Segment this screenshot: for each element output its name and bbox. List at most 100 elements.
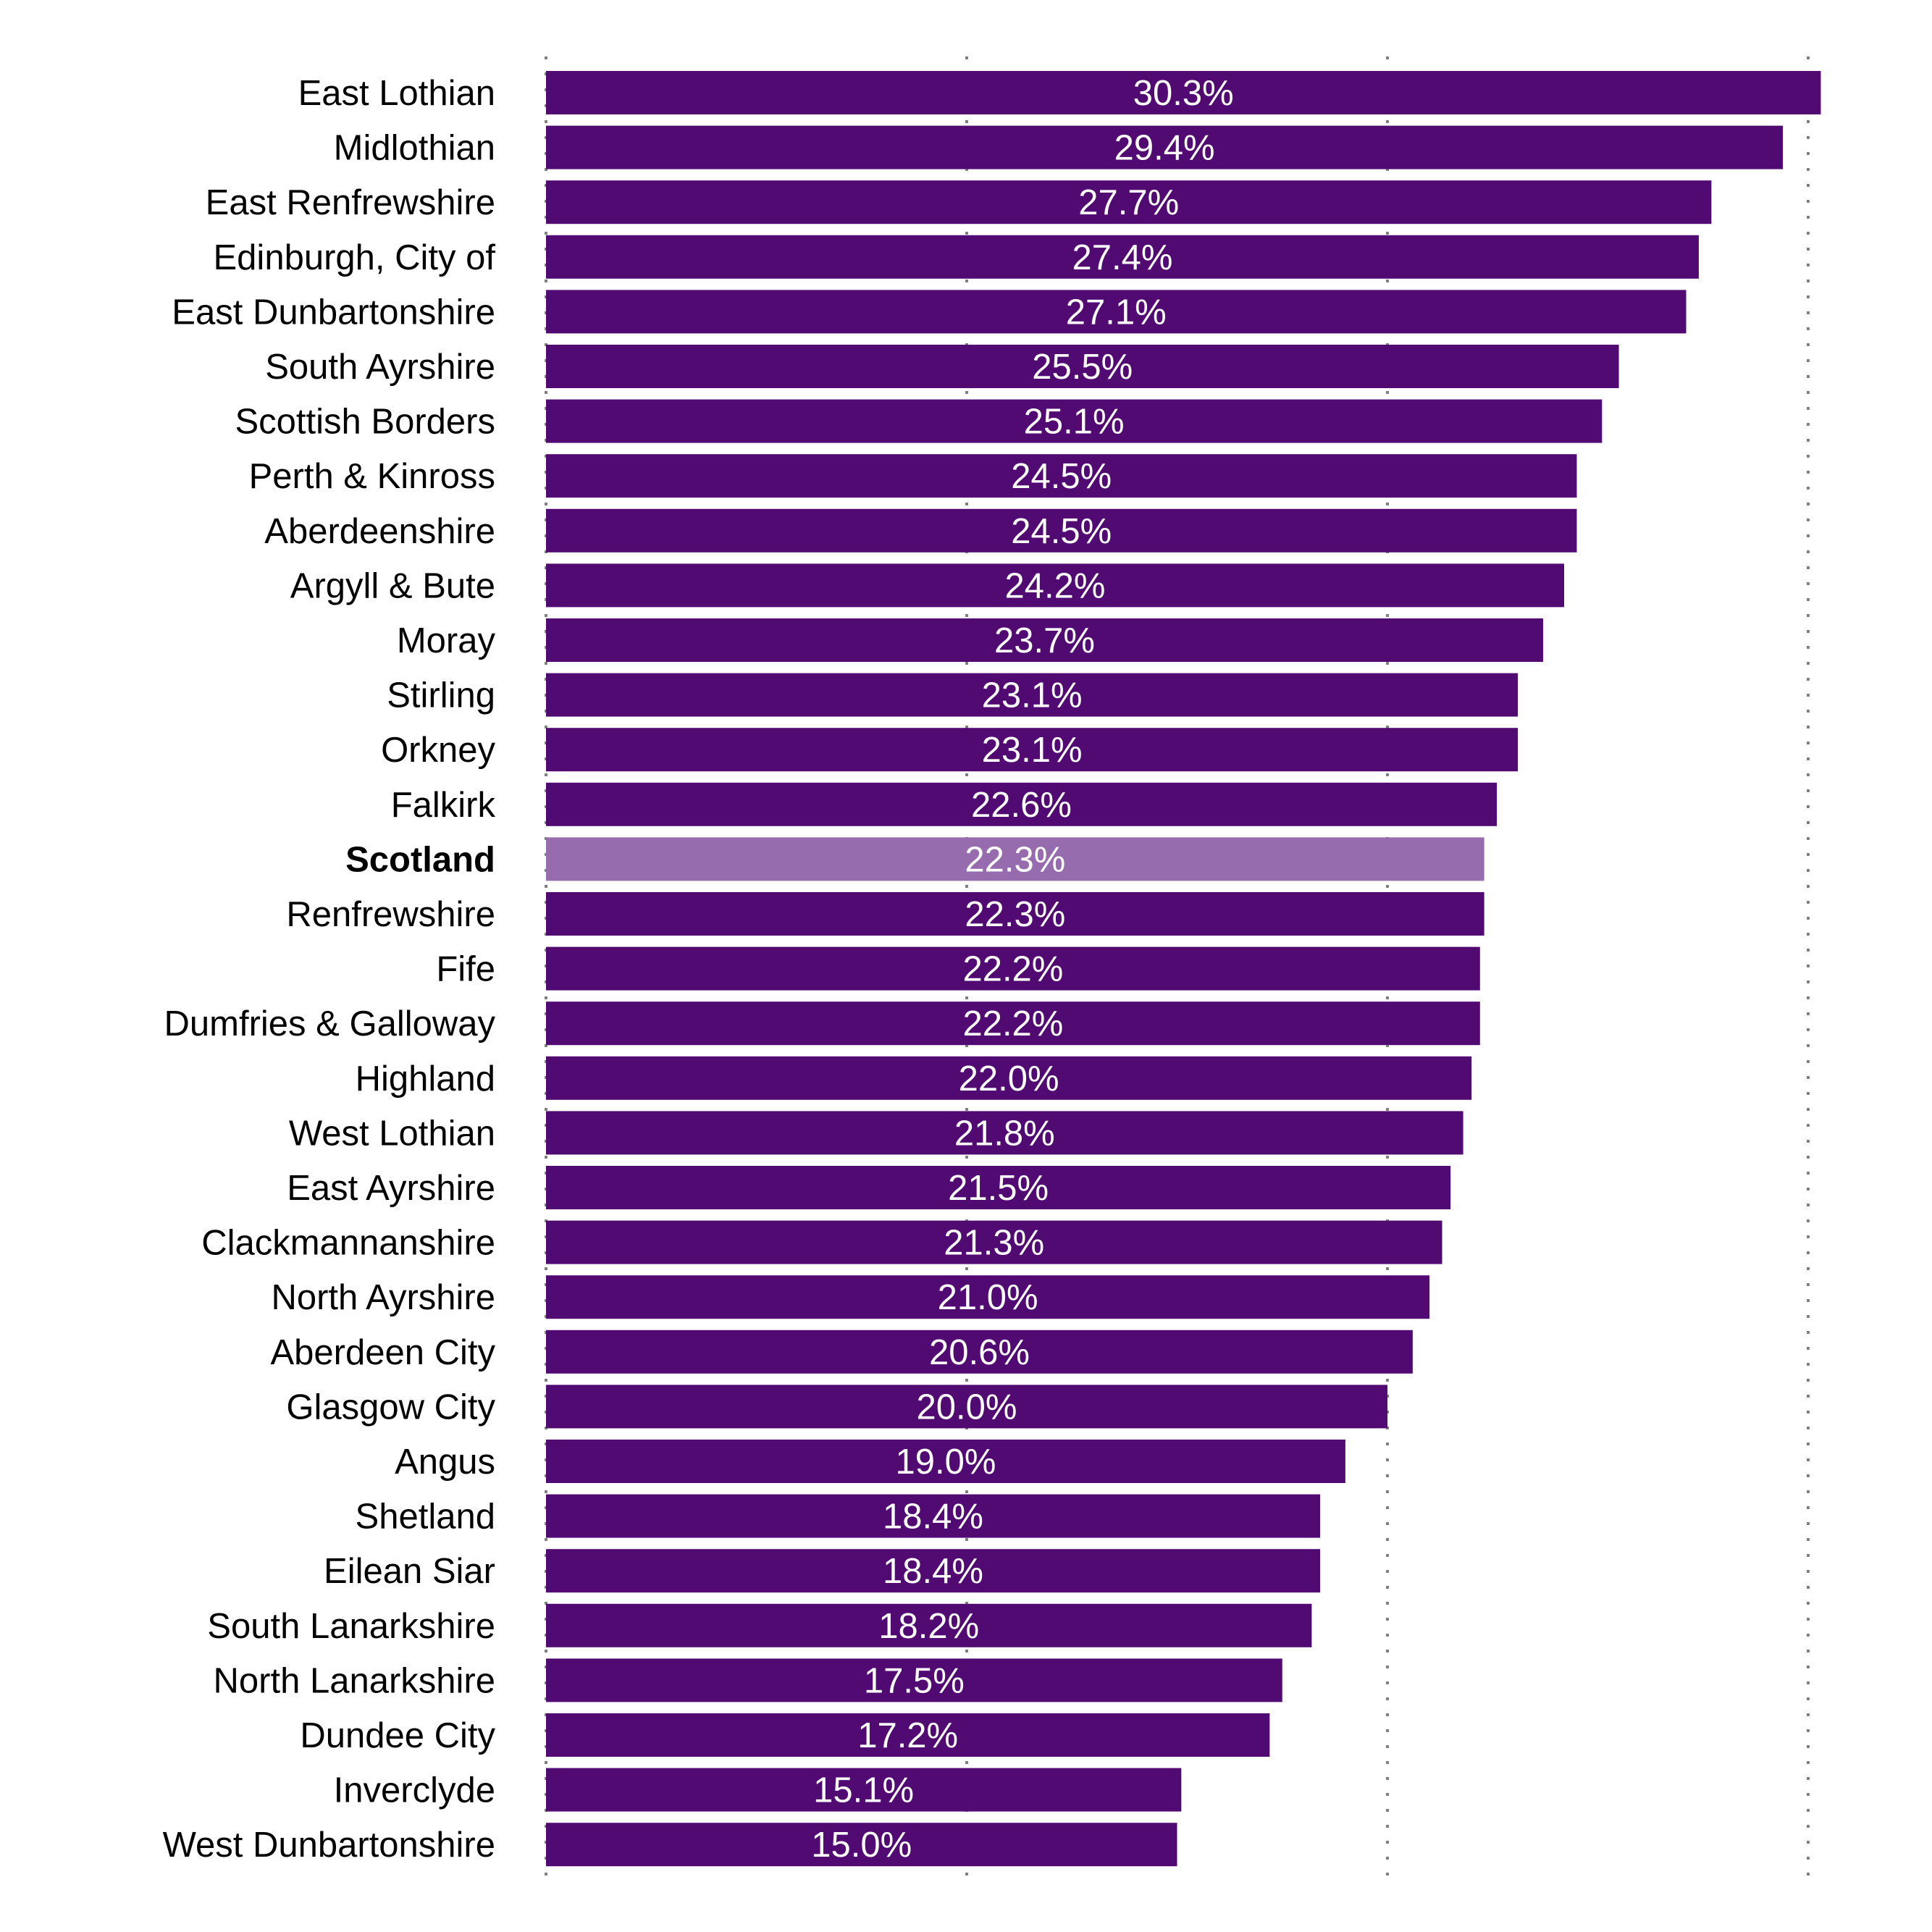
data-label: 24.5% — [1011, 512, 1112, 551]
category-label: Aberdeen City — [270, 1333, 495, 1372]
category-label: Highland — [356, 1059, 495, 1099]
category-label: Renfrewshire — [286, 895, 495, 934]
data-label: 21.3% — [944, 1224, 1044, 1263]
bar — [546, 673, 1519, 717]
data-label: 22.3% — [965, 895, 1065, 934]
bar — [546, 1166, 1451, 1209]
category-label: North Ayrshire — [271, 1278, 495, 1317]
data-label: 25.1% — [1024, 403, 1125, 442]
bar — [546, 508, 1577, 553]
data-label: 15.1% — [813, 1771, 914, 1810]
data-label: 22.6% — [971, 786, 1072, 825]
category-label: East Lothian — [298, 74, 495, 113]
bar — [546, 563, 1565, 608]
bar — [546, 618, 1543, 662]
bar — [546, 399, 1603, 443]
data-label: 17.2% — [857, 1716, 958, 1755]
bar — [546, 1385, 1387, 1429]
data-label: 21.8% — [954, 1114, 1055, 1153]
data-label: 21.0% — [938, 1278, 1038, 1317]
data-label: 23.1% — [982, 731, 1083, 770]
data-label: 23.1% — [982, 676, 1083, 715]
bar — [546, 290, 1687, 334]
data-label: 18.4% — [883, 1552, 983, 1591]
category-label: Angus — [395, 1442, 495, 1482]
category-label: Stirling — [387, 676, 495, 715]
category-label: East Dunbartonshire — [172, 293, 495, 332]
bar — [546, 892, 1484, 936]
bar — [546, 125, 1784, 169]
data-label: 20.6% — [929, 1333, 1030, 1372]
category-label: Dundee City — [300, 1716, 495, 1755]
bar — [546, 1001, 1480, 1046]
category-label: Midlothian — [334, 129, 495, 168]
bar — [546, 235, 1699, 279]
bar — [546, 71, 1821, 114]
category-label: Edinburgh, City of — [214, 238, 496, 277]
bar — [546, 1768, 1182, 1812]
category-label: Eilean Siar — [324, 1552, 495, 1591]
bar — [546, 180, 1712, 224]
data-label: 27.7% — [1078, 183, 1179, 222]
data-label: 22.2% — [962, 1004, 1063, 1043]
bars — [546, 71, 1821, 1867]
data-label: 24.5% — [1011, 457, 1112, 496]
category-label: Perth & Kinross — [249, 457, 495, 496]
bar — [546, 782, 1498, 826]
data-label: 18.4% — [883, 1498, 983, 1537]
bar — [546, 345, 1619, 388]
bar — [546, 1603, 1312, 1647]
bar — [546, 1658, 1282, 1702]
data-label: 27.4% — [1072, 238, 1173, 277]
bar — [546, 1494, 1321, 1538]
bar — [546, 1275, 1430, 1319]
bar — [546, 1330, 1413, 1374]
value-labels: 30.3% 29.4% 27.7% 27.4% 27.1% 25.5% 25.1% 24.5%… — [811, 74, 1233, 1865]
category-label: South Ayrshire — [265, 348, 495, 387]
category-label: Aberdeenshire — [264, 512, 495, 551]
data-label: 30.3% — [1133, 74, 1234, 113]
bar — [546, 454, 1577, 498]
bar-highlight — [546, 837, 1484, 881]
bar — [546, 1713, 1270, 1757]
data-label: 18.2% — [878, 1607, 979, 1646]
category-label: Clackmannanshire — [201, 1224, 495, 1263]
category-label: Argyll & Bute — [290, 566, 495, 605]
bar — [546, 728, 1519, 772]
category-label: Moray — [397, 621, 496, 660]
category-label: North Lanarkshire — [214, 1661, 495, 1700]
category-label: East Renfrewshire — [206, 183, 495, 222]
data-label: 22.0% — [959, 1059, 1059, 1099]
bar — [546, 1440, 1345, 1483]
data-label: 23.7% — [994, 621, 1095, 660]
data-label: 15.0% — [811, 1826, 912, 1865]
category-label: Glasgow City — [286, 1387, 495, 1427]
category-label: Scottish Borders — [235, 403, 496, 442]
data-label: 29.4% — [1114, 129, 1215, 168]
data-label: 25.5% — [1032, 348, 1133, 387]
bar — [546, 946, 1480, 991]
category-label: South Lanarkshire — [207, 1607, 495, 1646]
bar — [546, 1220, 1442, 1264]
bar — [546, 1823, 1177, 1867]
bar — [546, 1056, 1472, 1100]
category-label: Orkney — [381, 731, 495, 770]
data-label: 17.5% — [864, 1661, 965, 1700]
category-label: Dumfries & Galloway — [164, 1004, 496, 1043]
data-label: 22.2% — [962, 950, 1063, 989]
data-label: 24.2% — [1005, 566, 1106, 605]
data-label: 19.0% — [895, 1442, 996, 1482]
category-label: Scotland — [345, 840, 495, 879]
category-label: Falkirk — [391, 786, 496, 825]
data-label: 20.0% — [917, 1387, 1017, 1427]
data-label: 22.3% — [965, 840, 1065, 879]
category-label: East Ayrshire — [287, 1169, 495, 1208]
category-label: Shetland — [356, 1498, 495, 1537]
category-label: West Lothian — [289, 1114, 495, 1153]
category-labels: East Lothian Midlothian East Renfrewshire E… — [163, 74, 496, 1865]
category-label: West Dunbartonshire — [163, 1826, 495, 1865]
category-label: Fife — [436, 950, 495, 989]
bar — [546, 1549, 1321, 1593]
category-label: Inverclyde — [334, 1771, 495, 1810]
